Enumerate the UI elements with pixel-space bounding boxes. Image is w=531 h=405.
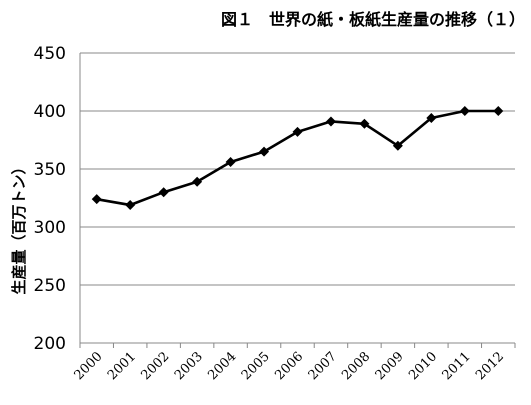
y-tick-label-250: 250 xyxy=(34,276,66,296)
y-tick-label-200: 200 xyxy=(34,334,66,354)
data-point-2006 xyxy=(292,126,303,137)
series-layer xyxy=(91,106,504,210)
x-tick-label-2011: 2011 xyxy=(440,349,474,383)
data-point-2011 xyxy=(459,106,470,116)
x-tick-label-2006: 2006 xyxy=(272,349,306,383)
x-tick-label-2002: 2002 xyxy=(138,349,172,383)
y-tick-label-300: 300 xyxy=(34,218,66,238)
x-tick-label-2003: 2003 xyxy=(172,349,206,383)
x-tick-label-2010: 2010 xyxy=(406,349,440,383)
x-tick-label-2007: 2007 xyxy=(306,349,340,383)
data-point-2005 xyxy=(259,146,270,157)
data-point-2004 xyxy=(225,157,236,168)
x-tick-label-2001: 2001 xyxy=(105,349,139,383)
data-point-2009 xyxy=(392,140,403,151)
data-point-2002 xyxy=(158,187,169,198)
x-tick-labels: 2000 2001 2002 2003 2004 2005 2006 2007 2008 2009… xyxy=(72,349,508,383)
x-tick-label-2005: 2005 xyxy=(239,349,273,383)
data-point-2007 xyxy=(325,116,336,127)
axis-layer xyxy=(79,53,516,348)
x-tick-label-2009: 2009 xyxy=(373,349,407,383)
x-tick-label-2012: 2012 xyxy=(473,349,507,383)
y-tick-labels: 200 250 300 350 400 450 xyxy=(34,44,66,354)
x-tick-label-2000: 2000 xyxy=(72,349,106,383)
data-point-2010 xyxy=(426,112,437,123)
series-line-0 xyxy=(96,109,499,207)
x-tick-label-2004: 2004 xyxy=(205,349,239,383)
data-point-2001 xyxy=(125,199,136,210)
chart-title: 図１ 世界の紙・板紙生産量の推移（１） xyxy=(220,10,525,29)
y-axis-label: 生産量（百万トン） xyxy=(10,159,28,294)
data-point-2012 xyxy=(493,106,504,116)
y-tick-label-400: 400 xyxy=(34,102,66,122)
data-point-2008 xyxy=(359,118,370,129)
y-tick-label-350: 350 xyxy=(34,160,66,180)
data-point-2003 xyxy=(192,176,203,187)
y-tick-label-450: 450 xyxy=(34,44,66,64)
data-point-2000 xyxy=(91,194,102,205)
x-tick-label-2008: 2008 xyxy=(339,349,373,383)
grid-layer xyxy=(80,52,515,286)
